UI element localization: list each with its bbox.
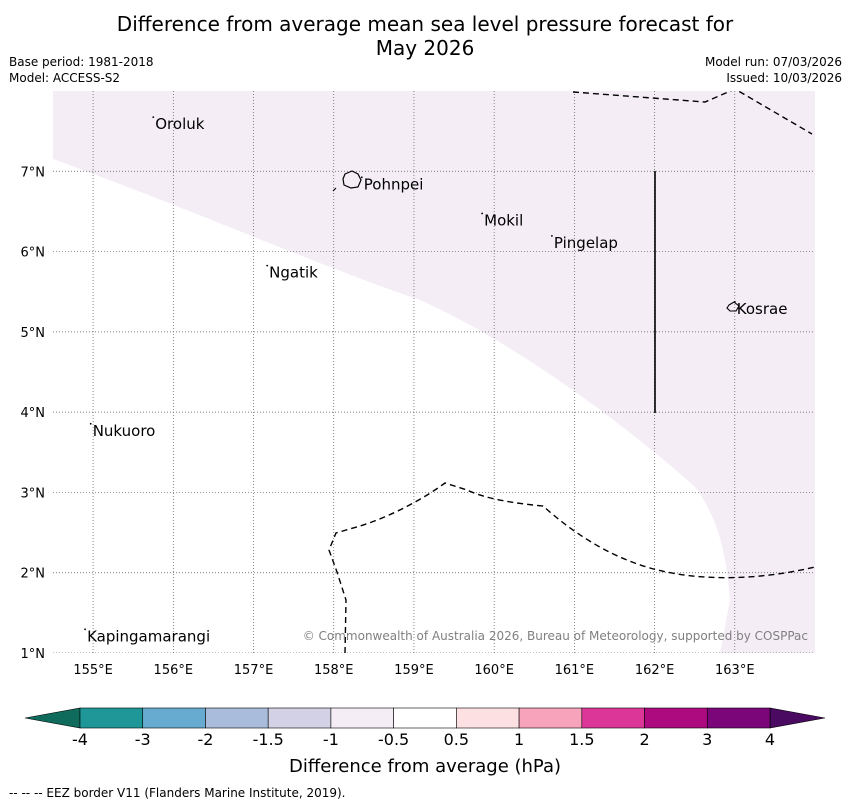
colorbar-tick-label: -0.5 — [378, 730, 409, 749]
lon-tick-label: 162°E — [635, 663, 675, 678]
colorbar-segment — [581, 707, 645, 729]
colorbar-segment — [142, 707, 206, 729]
lon-tick-label: 157°E — [234, 663, 274, 678]
pohnpei-coastline — [332, 170, 362, 192]
place-marker — [551, 235, 553, 237]
lat-tick-label: 5°N — [21, 326, 46, 341]
colorbar-segment — [393, 707, 457, 729]
model-info: Base period: 1981-2018 Model: ACCESS-S2 — [9, 54, 154, 86]
place-label-mokil: Mokil — [484, 211, 523, 229]
colorbar-tick-label: -3 — [135, 730, 151, 749]
lat-tick-label: 1°N — [21, 647, 46, 662]
base-period-text: Base period: 1981-2018 — [9, 55, 154, 69]
colorbar-tick-label: 2 — [639, 730, 649, 749]
colorbar-segment — [644, 707, 708, 729]
lon-tick-label: 158°E — [314, 663, 354, 678]
place-marker — [360, 176, 363, 179]
colorbar-tick-label: 4 — [765, 730, 775, 749]
lon-tick-label: 156°E — [154, 663, 194, 678]
colorbar-tick-label: 3 — [702, 730, 712, 749]
place-label-pingelap: Pingelap — [554, 234, 618, 252]
plot-area: Oroluk Pohnpei Mokil Pingelap Ngatik Kosrae Nu… — [53, 91, 815, 653]
place-marker — [152, 116, 155, 119]
colorbar-tick-label: -1 — [323, 730, 339, 749]
axes: 155°E 156°E 157°E 158°E 159°E 160°E 161°E 162°E… — [21, 165, 755, 678]
map-title: Difference from average mean sea level p… — [0, 12, 850, 60]
colorbar-tick-label: 1.5 — [569, 730, 594, 749]
colorbar-segment — [205, 707, 269, 729]
lat-tick-label: 3°N — [21, 486, 46, 501]
place-marker — [266, 264, 269, 267]
lon-tick-label: 163°E — [715, 663, 755, 678]
place-marker — [481, 212, 484, 215]
colorbar-segment — [330, 707, 394, 729]
place-marker — [84, 628, 86, 631]
lat-tick-label: 2°N — [21, 567, 46, 582]
place-marker — [733, 300, 736, 303]
model-run-text: Model run: 07/03/2026 — [704, 55, 842, 69]
run-info: Model run: 07/03/2026 Issued: 10/03/2026 — [705, 54, 842, 86]
place-label-kapingamarangi: Kapingamarangi — [87, 627, 210, 645]
place-label-oroluk: Oroluk — [155, 115, 204, 133]
place-label-pohnpei: Pohnpei — [364, 175, 424, 193]
lat-tick-label: 4°N — [21, 406, 46, 421]
lon-tick-label: 159°E — [394, 663, 434, 678]
place-label-nukuoro: Nukuoro — [93, 422, 156, 440]
place-labels: Oroluk Pohnpei Mokil Pingelap Ngatik Kosrae Nu… — [84, 115, 787, 645]
lon-tick-label: 155°E — [73, 663, 113, 678]
eez-footnote: -- -- -- EEZ border V11 (Flanders Marine… — [9, 786, 346, 800]
copyright-text: © Commonwealth of Australia 2026, Bureau… — [303, 629, 808, 643]
lon-tick-label: 160°E — [474, 663, 514, 678]
place-label-ngatik: Ngatik — [269, 264, 318, 282]
title-line-2: May 2026 — [375, 36, 475, 60]
place-label-kosrae: Kosrae — [737, 300, 788, 318]
colorbar-segment — [706, 707, 771, 729]
place-marker — [89, 422, 92, 425]
lat-tick-label: 7°N — [21, 165, 46, 180]
title-line-1: Difference from average mean sea level p… — [116, 12, 734, 36]
lon-tick-label: 161°E — [555, 663, 595, 678]
model-text: Model: ACCESS-S2 — [9, 71, 121, 85]
colorbar-tick-label: -4 — [72, 730, 88, 749]
lat-tick-label: 6°N — [21, 246, 46, 261]
colorbar-segment — [518, 707, 583, 729]
colorbar-tick-label: 0.5 — [444, 730, 469, 749]
colorbar-segment — [79, 707, 144, 729]
colorbar-over-arrow — [769, 707, 826, 729]
eez-border-south — [328, 482, 815, 653]
colorbar-under-arrow — [24, 707, 81, 729]
colorbar-segment — [456, 707, 520, 729]
issued-text: Issued: 10/03/2026 — [726, 71, 842, 85]
colorbar-tick-label: -1.5 — [253, 730, 284, 749]
colorbar-title: Difference from average (hPa) — [289, 756, 561, 777]
colorbar-segment — [267, 707, 332, 729]
negative-anomaly-region — [53, 91, 815, 653]
colorbar-tick-label: 1 — [514, 730, 524, 749]
colorbar-tick-label: -2 — [197, 730, 213, 749]
colorbar: -4 -3 -2 -1.5 -1 -0.5 0.5 1 1.5 2 3 4 — [24, 707, 826, 749]
